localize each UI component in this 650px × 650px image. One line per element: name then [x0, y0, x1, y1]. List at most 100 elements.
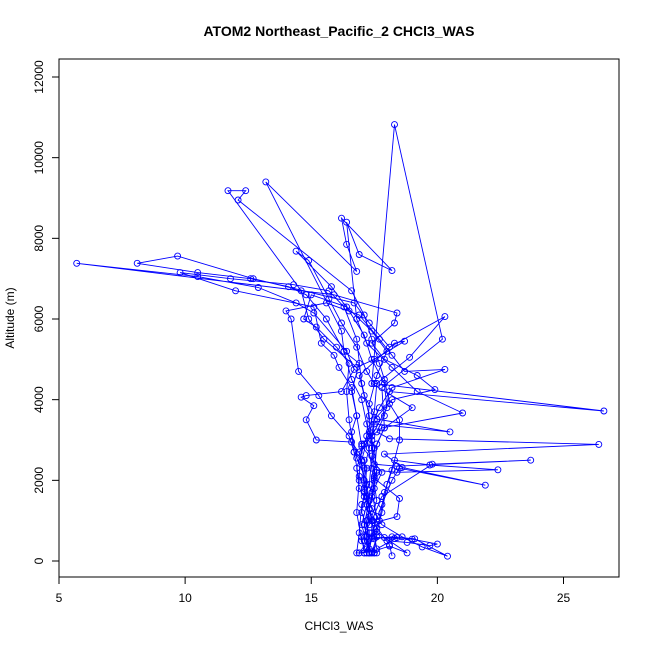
data-point [310, 402, 318, 410]
data-point [393, 534, 401, 542]
series-line-8 [303, 294, 388, 554]
data-point [431, 386, 439, 394]
data-point [300, 315, 308, 323]
data-point [403, 549, 411, 557]
data-point [373, 440, 381, 448]
x-tick-label: 20 [431, 591, 445, 605]
data-point [343, 388, 351, 396]
data-point [363, 517, 371, 525]
data-point [368, 335, 376, 343]
data-point [358, 440, 366, 448]
data-point [444, 552, 451, 560]
data-point [388, 351, 396, 359]
series-line-6 [356, 124, 443, 554]
data-point [247, 275, 255, 283]
data-point [358, 537, 366, 545]
data-point [393, 513, 401, 521]
data-point [295, 367, 303, 375]
data-point [133, 259, 141, 267]
data-point [360, 311, 368, 319]
data-point [373, 545, 381, 553]
data-point [360, 456, 368, 464]
data-point [358, 380, 366, 387]
data-point [396, 495, 403, 502]
data-point [391, 339, 398, 347]
data-point [380, 488, 388, 496]
data-point [441, 313, 449, 321]
data-point [494, 466, 502, 474]
data-point [292, 247, 300, 255]
data-point [373, 372, 381, 379]
data-point [353, 335, 361, 343]
x-axis-label: CHCl3_WAS [305, 619, 374, 633]
data-point [355, 448, 363, 456]
data-point [312, 436, 320, 444]
data-point [396, 436, 403, 444]
data-point [368, 327, 376, 335]
data-point [194, 273, 202, 281]
data-point [459, 409, 467, 417]
data-point [375, 404, 383, 412]
data-point [249, 275, 257, 283]
data-point [350, 448, 358, 456]
data-point [340, 347, 348, 355]
data-point [174, 252, 182, 260]
data-point [355, 476, 363, 484]
data-point [290, 281, 298, 289]
data-point [406, 353, 414, 361]
data-point [345, 359, 353, 367]
data-point [343, 218, 351, 226]
data-point [365, 412, 373, 420]
data-point [340, 303, 348, 311]
data-point [380, 424, 388, 432]
data-point [386, 435, 393, 443]
y-tick-label: 10000 [32, 141, 46, 175]
data-point [360, 493, 368, 500]
data-point [353, 412, 361, 420]
data-point [393, 462, 401, 470]
data-point [363, 549, 371, 557]
y-tick-label: 6000 [32, 305, 46, 332]
data-point [391, 319, 398, 327]
data-point [302, 416, 310, 424]
data-point [355, 311, 363, 319]
data-point [380, 412, 388, 420]
data-point [330, 351, 338, 359]
data-point [333, 343, 340, 351]
data-point [353, 267, 361, 275]
data-point [234, 196, 242, 204]
data-point [378, 384, 386, 392]
data-point [353, 509, 361, 517]
data-point [355, 549, 363, 557]
data-point [358, 501, 366, 508]
data-point [368, 464, 376, 472]
data-point [338, 319, 345, 327]
y-tick-label: 0 [32, 557, 46, 564]
data-point [254, 284, 262, 291]
data-point [360, 484, 368, 492]
data-point [297, 287, 305, 295]
data-point [262, 178, 270, 186]
data-point [335, 363, 343, 371]
data-point [378, 468, 386, 476]
data-point [527, 456, 535, 464]
data-point [365, 549, 373, 557]
data-point [312, 323, 320, 331]
data-point [391, 121, 398, 129]
data-point [176, 269, 184, 277]
data-point [73, 259, 81, 267]
data-point [345, 416, 353, 424]
data-point [388, 384, 396, 392]
data-point [370, 476, 378, 484]
data-point [408, 404, 416, 412]
y-tick-label: 12000 [32, 60, 46, 94]
data-point [282, 307, 290, 315]
data-point [317, 339, 325, 347]
data-point [370, 535, 378, 543]
data-point [353, 549, 361, 557]
data-point [438, 335, 446, 343]
data-point [373, 415, 381, 423]
data-point [401, 337, 409, 345]
series-line-4 [227, 190, 531, 554]
series-line-2 [295, 250, 604, 553]
